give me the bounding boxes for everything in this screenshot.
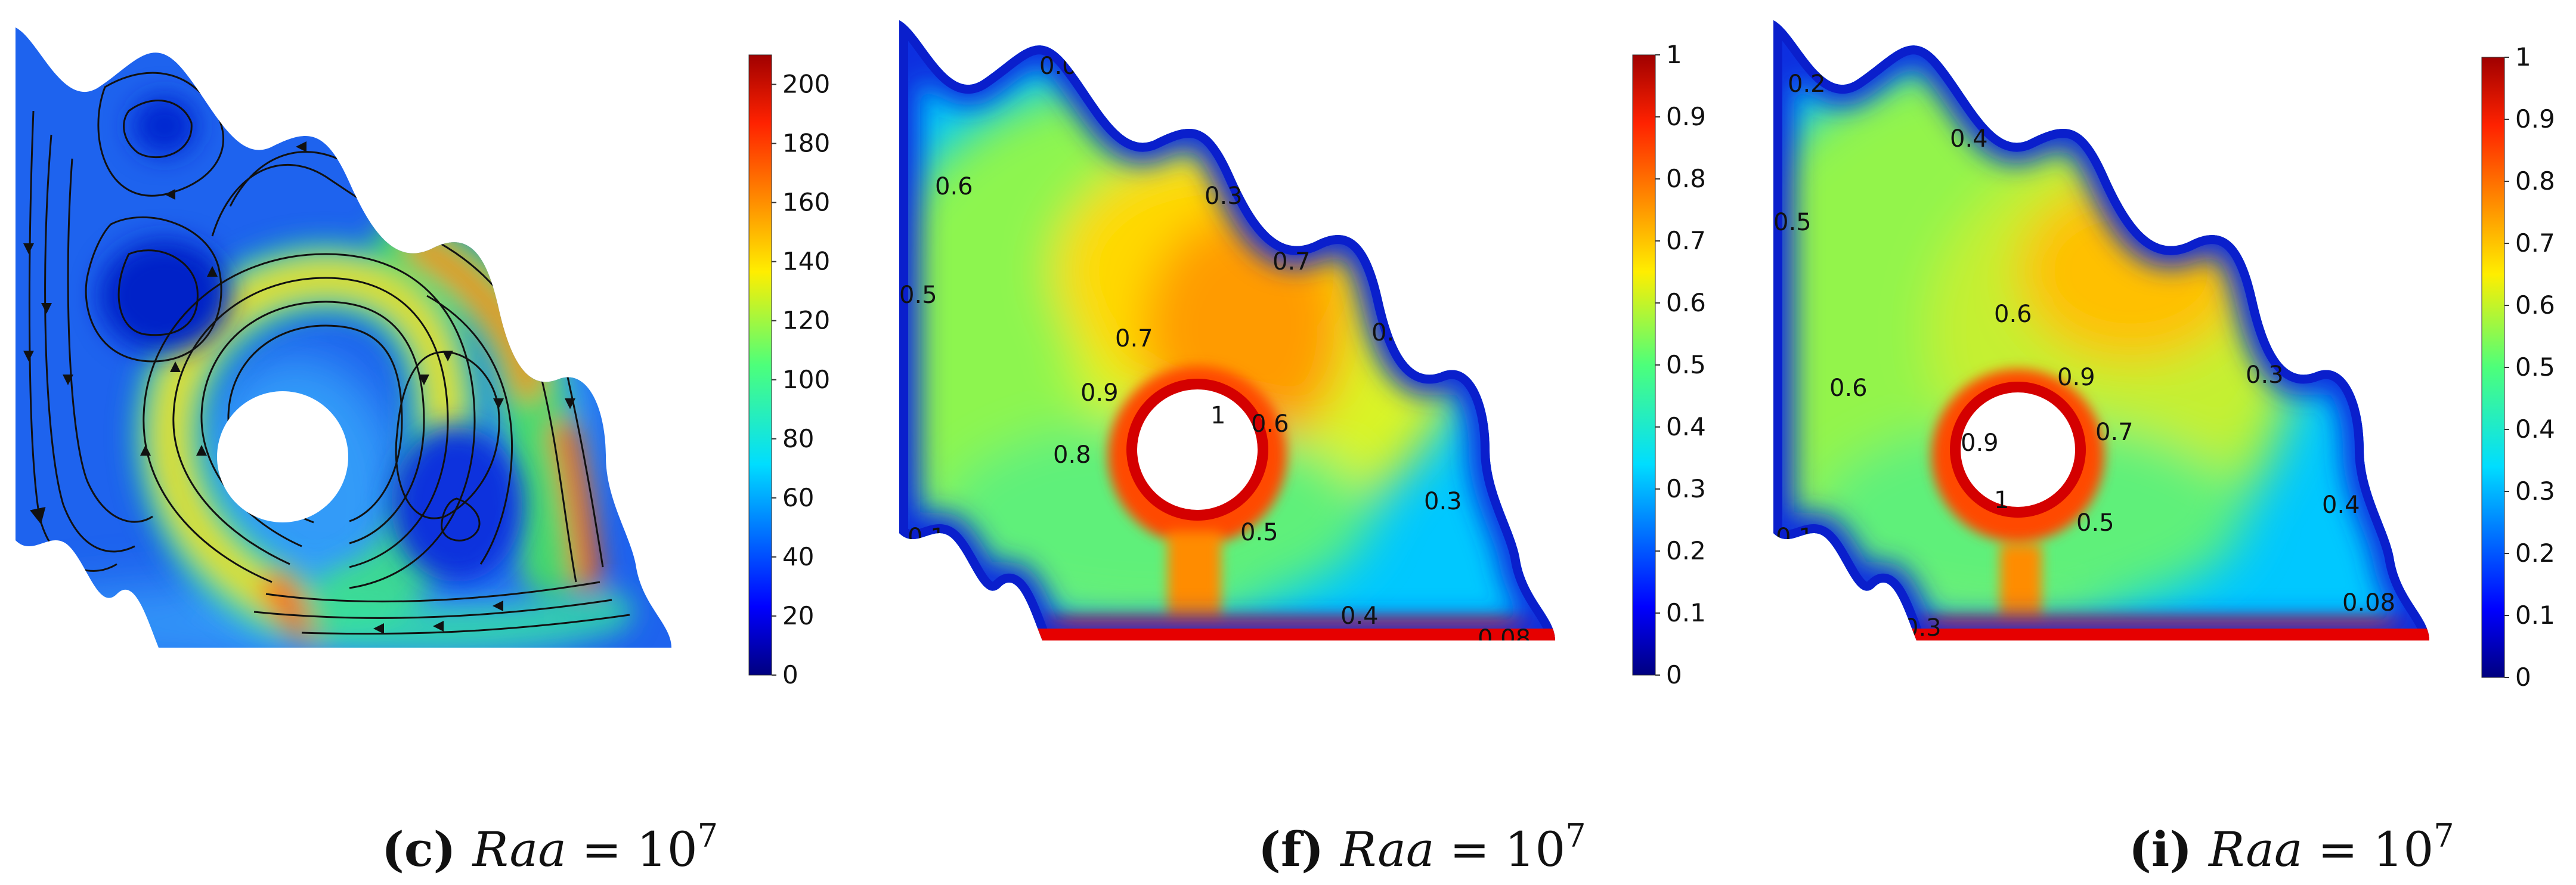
panel-c-field — [16, 27, 671, 648]
contour-label: 0.4 — [1042, 654, 1080, 681]
contour-label: 1 — [1210, 402, 1225, 429]
colorbar-tick-label: 0.9 — [2515, 104, 2555, 134]
colorbar-tick-label: 0.5 — [1666, 350, 1706, 379]
colorbar-tick-label: 0.3 — [1666, 474, 1706, 503]
streamlines — [28, 72, 630, 635]
contour-label: 0.3 — [1205, 182, 1243, 210]
colorbar-tick-label: 20 — [782, 601, 814, 630]
contour-label: 0.3 — [1903, 614, 1942, 642]
contour-label: 0.2 — [1371, 319, 1410, 346]
contour-label: 0.7 — [1272, 248, 1311, 276]
colorbar-tick-label: 100 — [782, 365, 830, 394]
colorbar-tick-label: 0 — [1666, 660, 1682, 689]
contour-label: 0.9 — [1961, 429, 1999, 457]
contour-label: 0.9 — [1221, 658, 1259, 686]
contour-label: 0.5 — [1773, 209, 1812, 236]
colorbar-tick-label: 0.3 — [2515, 476, 2555, 506]
colorbar-tick-label: 0.7 — [1666, 226, 1706, 255]
colorbar-tick-label: 0 — [2515, 663, 2531, 692]
contour-label: 0.6 — [1994, 301, 2032, 328]
colorbar-tick-label: 0.9 — [1666, 102, 1706, 131]
panel-c: 0 20 40 60 80 100 120 140 160 180 200 — [16, 27, 830, 689]
colorbar-tick-label: 0.1 — [2515, 601, 2555, 630]
contour-label: 0.8 — [2342, 655, 2380, 682]
contour-label: 0.4 — [2322, 491, 2360, 519]
colorbar-tick-label: 0.6 — [2515, 290, 2555, 320]
colorbar-tick-label: 0.4 — [1666, 412, 1706, 441]
caption-i: (i) Raa = 107 — [2129, 817, 2454, 877]
colorbar-tick-label: 180 — [782, 129, 830, 158]
contour-label: 0.9 — [1080, 379, 1119, 407]
contour-label: 0.7 — [2095, 419, 2134, 446]
colorbar-tick-label: 200 — [782, 70, 830, 99]
contour-label: 0.8 — [1053, 441, 1091, 469]
colorbar-tick-label: 0 — [782, 660, 798, 689]
captions: (c) Raa = 107 (f) Raa = 107 (i) Raa = 107 — [382, 817, 2454, 877]
panel-f-field: 0.03 0.6 0.3 0.5 0.7 0.7 0.2 0.9 1 0.6 0.8 0.3 0.5 0.… — [899, 20, 1555, 686]
colorbar-tick-label: 0.5 — [2515, 352, 2555, 382]
colorbar-tick-label: 40 — [782, 542, 814, 571]
contour-label: 0.5 — [2076, 509, 2114, 537]
colorbar-tick-label: 0.6 — [1666, 288, 1706, 317]
colorbar-tick-label: 0.2 — [2515, 539, 2555, 568]
contour-label: 0.7 — [2155, 642, 2193, 669]
contour-label: 0.6 — [1251, 410, 1289, 438]
colorbar-c: 0 20 40 60 80 100 120 140 160 180 200 — [748, 54, 830, 689]
contour-label: 0.03 — [2150, 156, 2203, 184]
contour-label: 0.1 — [1776, 524, 1814, 551]
contour-label: 0.4 — [1340, 602, 1379, 630]
colorbar-i: 0 0.1 0.2 0.3 0.4 0.5 0.6 0.7 0.8 0.9 1 — [2481, 42, 2555, 692]
contour-label: 0.6 — [1829, 375, 1868, 402]
contour-label: 0.5 — [1240, 519, 1278, 546]
colorbar-tick-label: 0.1 — [1666, 598, 1706, 627]
contour-label: 1 — [1994, 487, 2009, 514]
colorbar-tick-label: 0.7 — [2515, 228, 2555, 258]
contour-label: 0.3 — [1424, 488, 1462, 515]
stream-arrows — [23, 141, 575, 634]
panel-i-field: 0.2 0.4 0.03 0.5 0.6 0.9 0.3 0.6 0.9 0.7 1 0.5 0.4 0.… — [1773, 20, 2429, 682]
contour-label: 0.3 — [2246, 361, 2284, 389]
colorbar-tick-label: 1 — [1666, 40, 1682, 69]
contour-label: 0.4 — [1950, 125, 1988, 153]
colorbar-tick-label: 140 — [782, 247, 830, 276]
colorbar-tick-label: 60 — [782, 483, 814, 512]
colorbar-tick-label: 0.2 — [1666, 536, 1706, 565]
colorbar-tick-label: 1 — [2515, 42, 2531, 72]
contour-label: 0.6 — [935, 173, 973, 200]
colorbar-tick-label: 80 — [782, 424, 814, 453]
contour-label: 0.2 — [1788, 70, 1826, 98]
contour-label: 0.9 — [2057, 364, 2095, 391]
panel-f: 0.03 0.6 0.3 0.5 0.7 0.7 0.2 0.9 1 0.6 0.8 0.3 0.5 0.… — [899, 20, 1706, 689]
contour-label: 0.03 — [1039, 52, 1092, 80]
contour-label: 0.08 — [2342, 589, 2395, 617]
colorbar-tick-label: 0.8 — [2515, 166, 2555, 196]
colorbar-f: 0 0.1 0.2 0.3 0.4 0.5 0.6 0.7 0.8 0.9 1 — [1632, 40, 1706, 689]
colorbar-tick-label: 0.8 — [1666, 164, 1706, 193]
contour-label: 0.1 — [908, 524, 946, 551]
contour-label: 0.08 — [1478, 625, 1531, 652]
colorbar-tick-label: 0.4 — [2515, 414, 2555, 444]
panel-i: 0.2 0.4 0.03 0.5 0.6 0.9 0.3 0.6 0.9 0.7 1 0.5 0.4 0.… — [1773, 20, 2555, 692]
colorbar-tick-label: 160 — [782, 188, 830, 217]
caption-f: (f) Raa = 107 — [1258, 817, 1586, 877]
colorbar-tick-label: 120 — [782, 306, 830, 335]
contour-label: 0.5 — [899, 281, 937, 309]
caption-c: (c) Raa = 107 — [382, 817, 718, 877]
contour-label: 0.7 — [1115, 325, 1153, 352]
